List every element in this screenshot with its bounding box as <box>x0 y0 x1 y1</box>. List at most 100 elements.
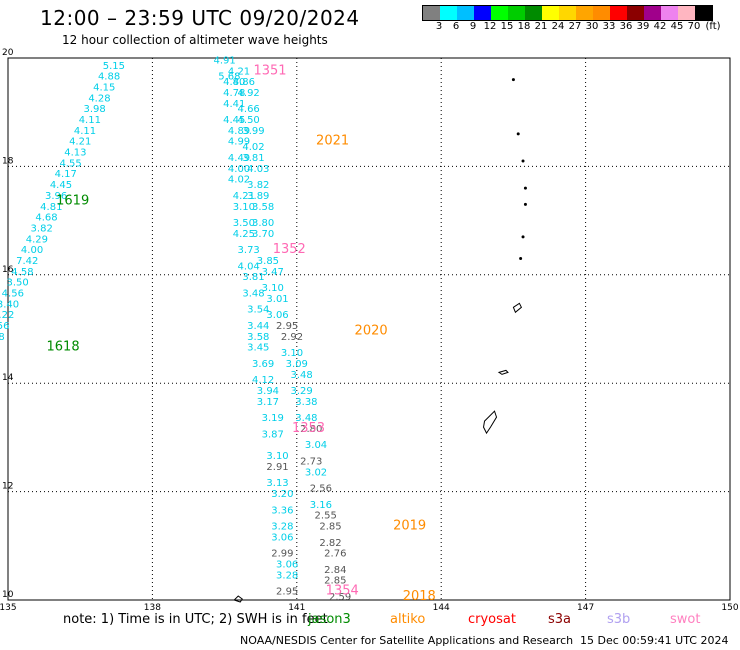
track-time-label: 2020 <box>355 323 388 338</box>
color-scale-tick: 33 <box>602 21 616 32</box>
wave-height-value: 3.16 <box>310 500 332 511</box>
wave-height-value: 2.80 <box>300 424 322 435</box>
track-time-label: 1618 <box>47 340 80 355</box>
track-time-label: 1354 <box>326 584 359 599</box>
color-swatch <box>627 6 644 20</box>
wave-height-value: 2.91 <box>266 462 288 473</box>
color-scale-tick: 21 <box>534 21 548 32</box>
y-tick-label: 10 <box>2 590 14 600</box>
wave-height-value: 3.36 <box>271 505 293 516</box>
wave-height-value: 3.02 <box>305 467 327 478</box>
wave-height-value: 3.98 <box>84 104 106 115</box>
color-scale-bar <box>422 5 713 21</box>
wave-height-value: 2.76 <box>324 549 346 560</box>
wave-height-value: 4.86 <box>233 77 255 88</box>
wave-height-value: 3.01 <box>266 294 288 305</box>
wave-height-value: 3.50 <box>6 278 28 289</box>
wave-height-value: 3.48 <box>295 413 317 424</box>
wave-height-value: 2.95 <box>276 321 298 332</box>
wave-height-value: 3.81 <box>242 153 264 164</box>
track-time-label: 1619 <box>56 193 89 208</box>
wave-height-value: 4.81 <box>40 202 62 213</box>
wave-height-value: 4.45 <box>223 115 245 126</box>
legend-item-altiko: altiko <box>390 612 426 627</box>
wave-height-value: 3.81 <box>242 272 264 283</box>
wave-height-value: 3.04 <box>305 440 327 451</box>
wave-height-value: 3.82 <box>247 180 269 191</box>
color-swatch <box>593 6 610 20</box>
wave-height-value: 4.21 <box>228 66 250 77</box>
color-scale-tick: 30 <box>585 21 599 32</box>
wave-height-value: 3.29 <box>290 386 312 397</box>
wave-height-value: 4.21 <box>69 137 91 148</box>
wave-height-value: 3.87 <box>262 429 284 440</box>
color-swatch <box>678 6 695 20</box>
legend-item-swot: swot <box>670 612 701 627</box>
wave-height-value: 3.13 <box>266 478 288 489</box>
wave-height-value: 3.38 <box>295 397 317 408</box>
wave-height-value: 4.00 <box>228 164 250 175</box>
wave-height-value: 4.11 <box>74 126 96 137</box>
color-swatch <box>542 6 559 20</box>
wave-height-value: 4.68 <box>35 213 57 224</box>
wave-height-value: 5.15 <box>103 61 125 72</box>
x-tick-label: 138 <box>144 603 161 610</box>
wave-height-value: 3.40 <box>0 299 19 310</box>
map-title: 12:00 – 23:59 UTC 09/20/2024 <box>40 6 360 30</box>
color-scale-tick: 42 <box>653 21 667 32</box>
wave-height-value: 3.22 <box>0 310 14 321</box>
color-scale-units: (ft) <box>705 21 721 32</box>
color-scale-tick: 15 <box>500 21 514 32</box>
wave-height-value: 3.99 <box>242 126 264 137</box>
wave-height-value: 3.85 <box>257 256 279 267</box>
wave-height-value: 2.92 <box>281 332 303 343</box>
wave-height-value: 3.96 <box>45 191 67 202</box>
color-scale-tick: 70 <box>687 21 701 32</box>
color-scale-tick: 27 <box>568 21 582 32</box>
wave-height-value: 4.11 <box>79 115 101 126</box>
wave-height-value: 3.80 <box>252 218 274 229</box>
wave-height-value: 4.13 <box>64 148 86 159</box>
island-shape <box>497 369 509 375</box>
wave-height-value: 3.50 <box>233 218 255 229</box>
wave-height-value: 4.21 <box>233 191 255 202</box>
track-time-label: 2018 <box>403 589 436 604</box>
island-shape <box>521 235 525 239</box>
wave-height-value: 3.47 <box>262 267 284 278</box>
wave-height-value: 3.70 <box>252 229 274 240</box>
wave-height-value: 2.85 <box>319 522 341 533</box>
island-shape <box>523 186 527 190</box>
wave-height-value: 4.66 <box>238 104 260 115</box>
wave-height-value: 3.08 <box>0 332 5 343</box>
wave-height-value: 4.25 <box>233 229 255 240</box>
color-swatch <box>610 6 627 20</box>
color-swatch <box>423 6 440 20</box>
legend-item-cryosat: cryosat <box>468 612 516 627</box>
color-swatch <box>695 6 712 20</box>
wave-height-value: 2.84 <box>324 565 346 576</box>
wave-height-value: 3.54 <box>247 305 269 316</box>
wave-height-value: 4.04 <box>238 261 260 272</box>
wave-height-value: 3.10 <box>233 202 255 213</box>
color-scale-tick: 39 <box>636 21 650 32</box>
wave-height-value: 4.89 <box>228 126 250 137</box>
track-time-label: 1351 <box>253 63 286 78</box>
wave-height-value: 3.69 <box>252 359 274 370</box>
wave-height-value: 3.89 <box>247 191 269 202</box>
color-swatch <box>491 6 508 20</box>
island-shape <box>521 159 525 163</box>
wave-height-value: 3.06 <box>276 559 298 570</box>
wave-height-value: 4.88 <box>98 72 120 83</box>
island-shape <box>516 132 520 136</box>
wave-height-value: 4.92 <box>238 88 260 99</box>
wave-height-value: 5.68 <box>218 72 240 83</box>
wave-height-value: 2.73 <box>300 457 322 468</box>
note-text: note: 1) Time is in UTC; 2) SWH is in fe… <box>63 612 328 627</box>
color-swatch <box>474 6 491 20</box>
wave-height-value: 2.59 <box>329 592 351 603</box>
color-swatch <box>457 6 474 20</box>
wave-height-value: 4.50 <box>238 115 260 126</box>
y-tick-label: 14 <box>2 373 14 383</box>
wave-height-value: 4.58 <box>11 267 33 278</box>
